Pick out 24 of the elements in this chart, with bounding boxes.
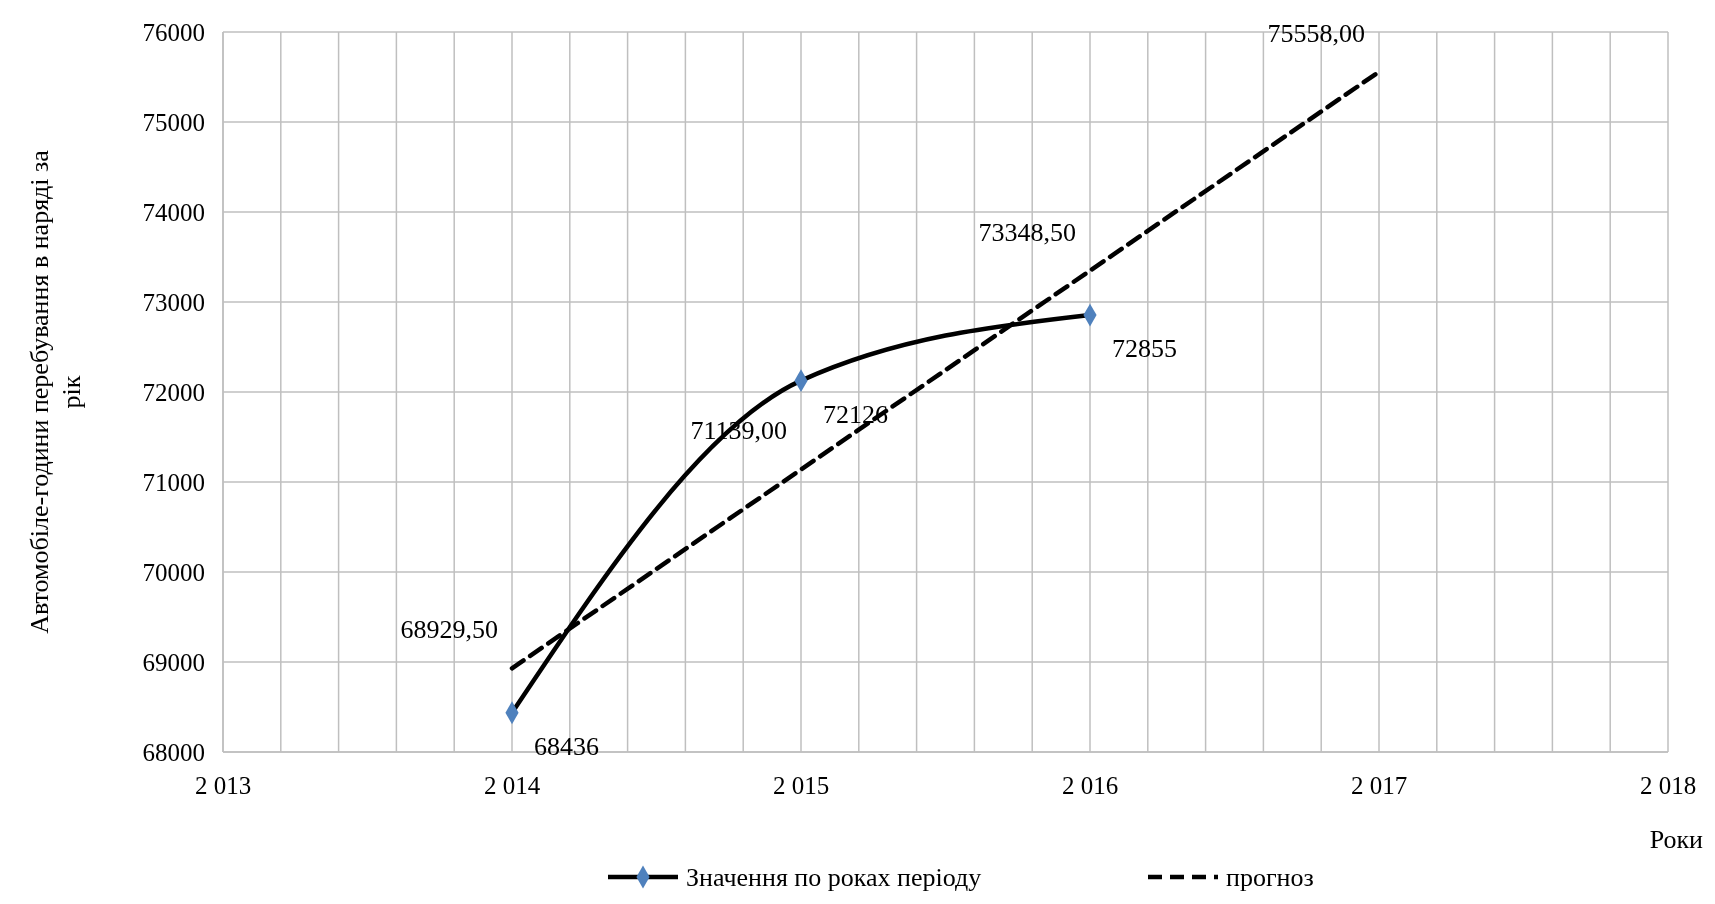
y-tick-label: 76000 — [142, 18, 205, 46]
data-label: 68436 — [534, 731, 599, 761]
y-tick-label: 69000 — [142, 648, 205, 676]
data-label: 73348,50 — [978, 217, 1076, 247]
x-tick-label: 2 018 — [1639, 772, 1697, 799]
y-tick-label: 68000 — [142, 738, 205, 766]
data-label: 75558,00 — [1267, 18, 1365, 48]
data-label: 72855 — [1112, 334, 1177, 364]
x-tick-label: 2 017 — [1350, 772, 1408, 799]
x-tick-label: 2 014 — [483, 772, 541, 799]
data-label: 68929,50 — [400, 615, 498, 645]
legend-label: прогноз — [1226, 863, 1314, 892]
y-tick-label: 70000 — [142, 558, 205, 586]
y-tick-label: 71000 — [142, 468, 205, 496]
y-tick-label: 75000 — [142, 108, 205, 136]
legend-label: Значення по роках періоду — [686, 863, 982, 892]
x-tick-label: 2 015 — [772, 772, 830, 799]
x-axis-title: Роки — [1649, 825, 1704, 854]
x-tick-label: 2 016 — [1061, 772, 1119, 799]
y-tick-label: 74000 — [142, 198, 205, 226]
y-axis-title: Автомобіле-години перебування в наряді за рік — [25, 149, 86, 634]
y-tick-label: 73000 — [142, 288, 205, 316]
y-tick-label: 72000 — [142, 378, 205, 406]
x-tick-label: 2 013 — [194, 772, 252, 799]
